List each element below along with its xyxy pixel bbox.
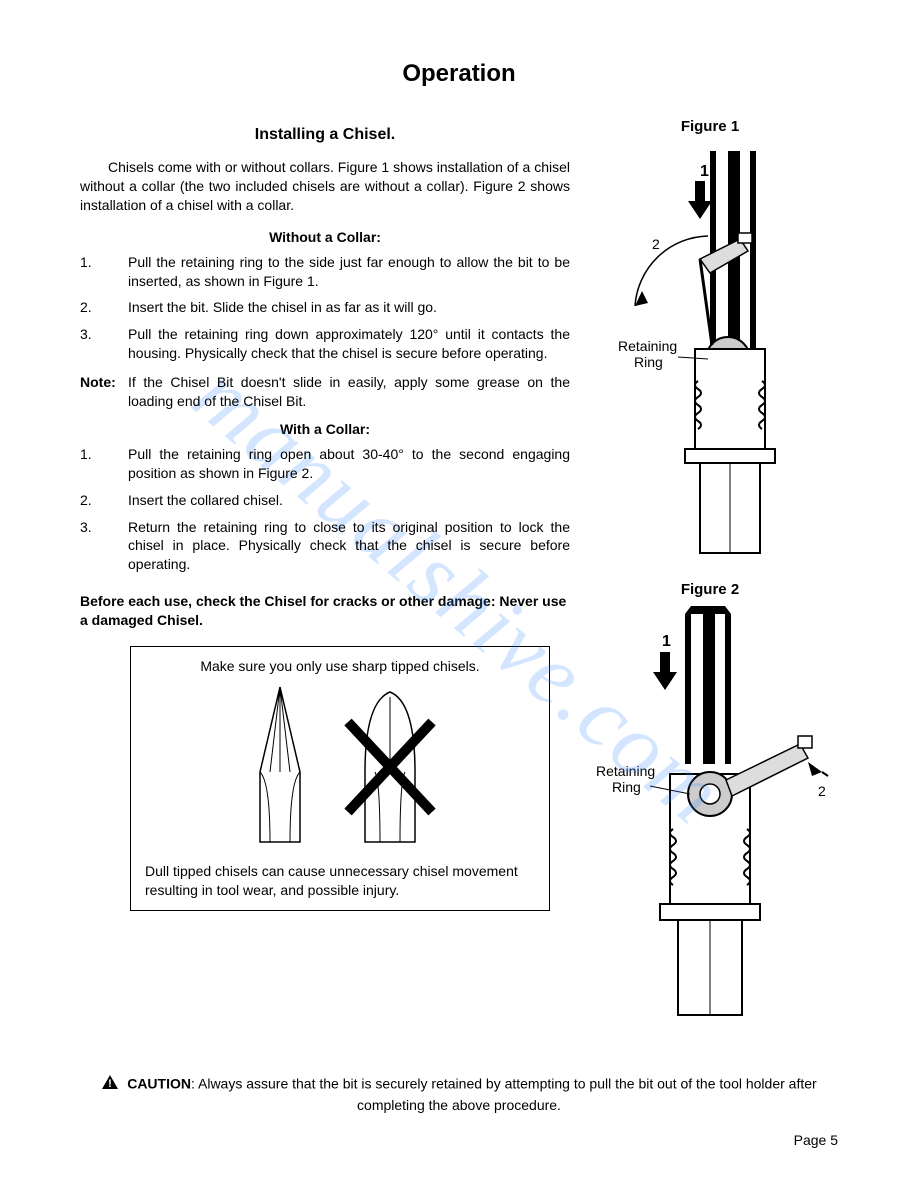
figure-2-diagram: 1 2 — [590, 604, 830, 1024]
steps-with-collar: 1. Pull the retaining ring open about 30-… — [80, 445, 570, 574]
subheading-with-collar: With a Collar: — [80, 421, 570, 437]
list-number: 3. — [80, 325, 92, 344]
figure-2-label: Figure 2 — [681, 581, 739, 598]
list-item: 3. Return the retaining ring to close to … — [80, 518, 570, 575]
note-text: If the Chisel Bit doesn't slide in easil… — [128, 374, 570, 409]
ring-label: Ring — [634, 354, 663, 370]
step-text: Pull the retaining ring down approximate… — [128, 326, 570, 361]
subheading-without-collar: Without a Collar: — [80, 229, 570, 245]
note-label: Note: — [80, 373, 116, 392]
chisel-illustrations — [145, 682, 535, 852]
page-title: Operation — [80, 60, 838, 88]
box-bottom-text: Dull tipped chisels can cause unnecessar… — [145, 862, 535, 900]
right-column: Figure 1 1 2 — [590, 118, 830, 1044]
ring-label: Ring — [612, 779, 641, 795]
warning-bold: Before each use, check the Chisel for cr… — [80, 592, 570, 630]
document-page: manualshive.com Operation Installing a C… — [0, 0, 918, 1188]
list-number: 1. — [80, 445, 92, 464]
list-item: 3. Pull the retaining ring down approxima… — [80, 325, 570, 363]
list-number: 1. — [80, 253, 92, 272]
caution-label: CAUTION — [127, 1076, 191, 1092]
step-text: Insert the bit. Slide the chisel in as f… — [128, 299, 437, 315]
intro-paragraph: Chisels come with or without collars. Fi… — [80, 158, 570, 215]
caution-block: ! CAUTION: Always assure that the bit is… — [80, 1074, 838, 1115]
sharp-chisel-icon — [240, 682, 320, 852]
step-text: Pull the retaining ring to the side just… — [128, 254, 570, 289]
svg-text:1: 1 — [700, 163, 709, 180]
svg-text:2: 2 — [652, 236, 660, 252]
chisel-tip-box: Make sure you only use sharp tipped chis… — [130, 646, 550, 911]
retaining-label: Retaining — [596, 763, 655, 779]
list-number: 2. — [80, 491, 92, 510]
list-number: 2. — [80, 298, 92, 317]
warning-triangle-icon: ! — [101, 1074, 119, 1096]
caution-text: : Always assure that the bit is securely… — [191, 1076, 817, 1113]
list-item: 2. Insert the collared chisel. — [80, 491, 570, 510]
svg-text:1: 1 — [662, 633, 671, 650]
step-text: Insert the collared chisel. — [128, 492, 283, 508]
list-item: 1. Pull the retaining ring open about 30-… — [80, 445, 570, 483]
figure-1-label: Figure 1 — [681, 118, 739, 135]
list-number: 3. — [80, 518, 92, 537]
section-heading: Installing a Chisel. — [80, 126, 570, 144]
figure-1-diagram: 1 2 — [600, 141, 820, 561]
note-block: Note: If the Chisel Bit doesn't slide in… — [80, 373, 570, 411]
dull-chisel-crossed-icon — [340, 682, 440, 852]
svg-text:2: 2 — [818, 783, 826, 799]
step-text: Pull the retaining ring open about 30-40… — [128, 446, 570, 481]
step-text: Return the retaining ring to close to it… — [128, 519, 570, 573]
svg-text:!: ! — [108, 1078, 112, 1090]
list-item: 2. Insert the bit. Slide the chisel in as… — [80, 298, 570, 317]
steps-without-collar: 1. Pull the retaining ring to the side ju… — [80, 253, 570, 363]
list-item: 1. Pull the retaining ring to the side ju… — [80, 253, 570, 291]
box-top-text: Make sure you only use sharp tipped chis… — [145, 657, 535, 676]
retaining-label: Retaining — [618, 338, 677, 354]
page-number: Page 5 — [794, 1132, 838, 1148]
left-column: Installing a Chisel. Chisels come with o… — [80, 118, 570, 1044]
content-row: Installing a Chisel. Chisels come with o… — [80, 118, 838, 1044]
